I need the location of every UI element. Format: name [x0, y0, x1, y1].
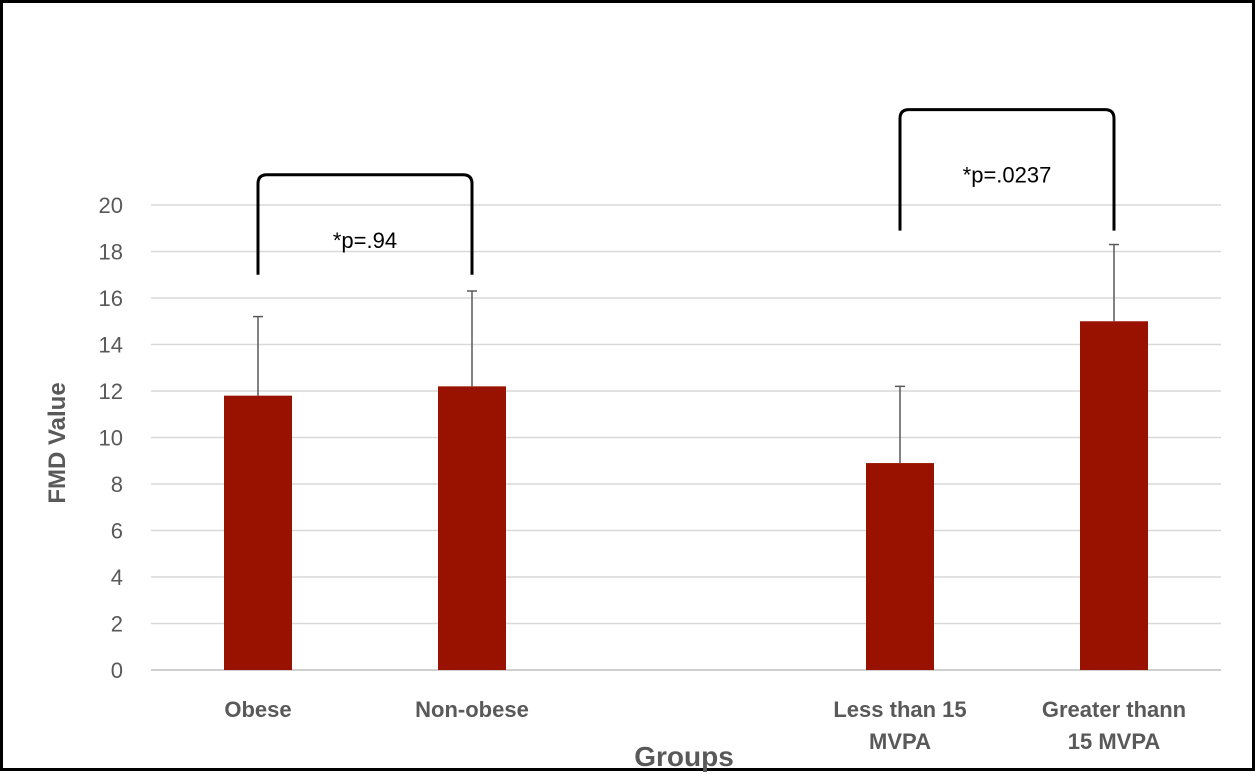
y-axis-title: FMD Value [44, 382, 71, 503]
y-tick-labels: 0 2 4 6 8 10 12 14 16 18 20 [99, 193, 123, 683]
bar [866, 463, 934, 670]
bars [224, 321, 1148, 670]
x-category-label: Less than 15 [833, 697, 966, 722]
significance-bracket [256, 173, 474, 275]
significance-brackets: *p=.94 *p=.0237 [256, 108, 1116, 275]
y-tick-label: 10 [99, 426, 123, 451]
x-category-label: Greater thann [1042, 697, 1186, 722]
y-tick-label: 14 [99, 333, 123, 358]
bar [1080, 321, 1148, 670]
y-tick-label: 12 [99, 379, 123, 404]
x-category-label: 15 MVPA [1068, 729, 1161, 754]
bar [224, 395, 292, 670]
y-tick-label: 0 [111, 658, 123, 683]
y-tick-label: 20 [99, 193, 123, 218]
p-value-annotation: *p=.0237 [963, 163, 1052, 188]
x-category-label: Obese [224, 697, 291, 722]
y-tick-label: 8 [111, 472, 123, 497]
y-tick-label: 6 [111, 519, 123, 544]
x-axis-title: Groups [634, 741, 734, 772]
p-value-annotation: *p=.94 [333, 228, 397, 253]
x-category-labels: Obese Non-obese Less than 15 MVPA Greater th… [224, 697, 1186, 754]
y-tick-label: 18 [99, 240, 123, 265]
bar [438, 386, 506, 670]
error-bars [253, 243, 1119, 464]
y-tick-label: 16 [99, 286, 123, 311]
x-category-label: MVPA [869, 729, 931, 754]
y-tick-label: 4 [111, 565, 123, 590]
y-tick-label: 2 [111, 612, 123, 637]
bar-chart: 0 2 4 6 8 10 12 14 16 18 20 Obese Non-obese Less tha… [44, 108, 1221, 772]
gridlines [151, 204, 1221, 671]
significance-bracket [898, 108, 1116, 231]
x-category-label: Non-obese [415, 697, 529, 722]
